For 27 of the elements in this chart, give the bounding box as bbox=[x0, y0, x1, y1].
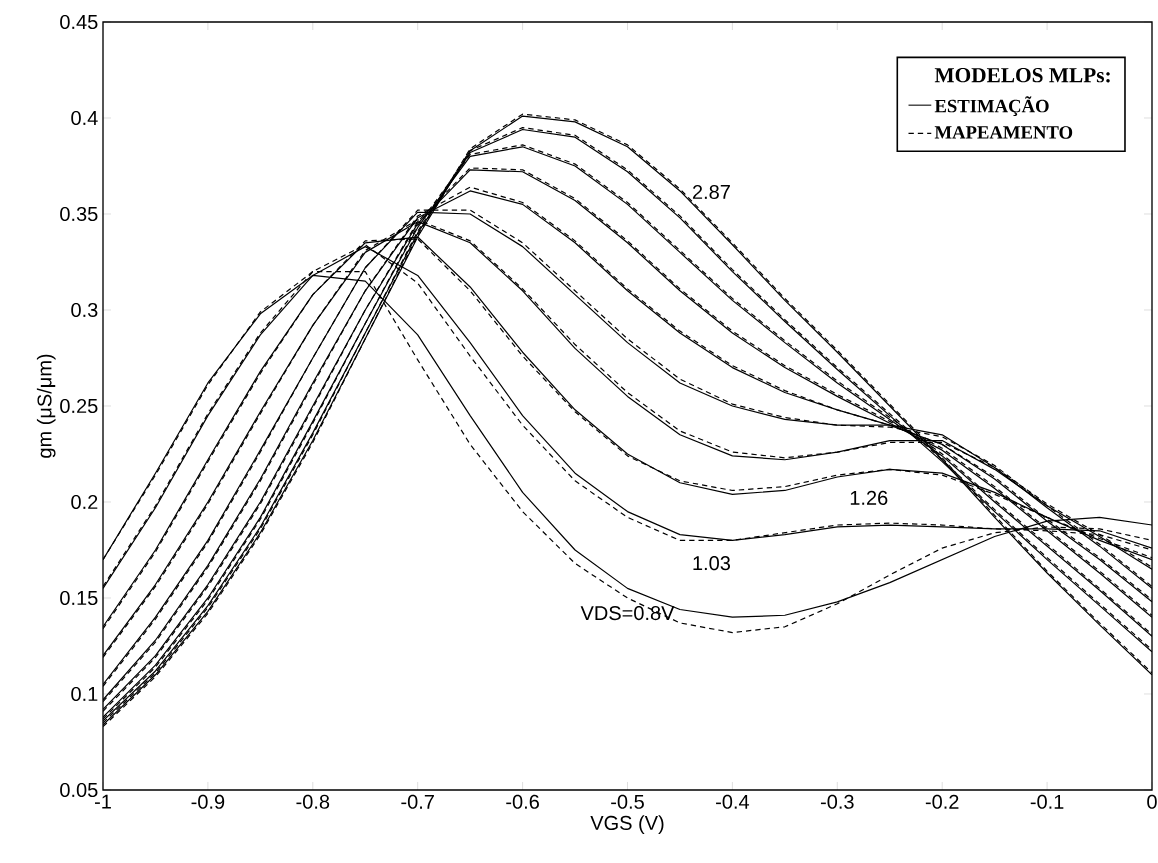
x-tick-label: -0.6 bbox=[506, 794, 539, 809]
annotation: 1.26 bbox=[850, 490, 888, 505]
y-axis-title: gm (μS/μm) bbox=[36, 354, 56, 458]
legend-label: MAPEAMENTO bbox=[934, 126, 1073, 139]
y-tick-label: 0.4 bbox=[71, 110, 98, 126]
x-axis-title: VGS (V) bbox=[590, 815, 664, 834]
annotation: VDS=0.8V bbox=[580, 605, 675, 621]
x-tick-label: -0.9 bbox=[191, 794, 225, 809]
y-tick-label: 0.15 bbox=[60, 590, 98, 606]
annotation: 1.03 bbox=[693, 556, 731, 571]
y-tick-label: 0.1 bbox=[71, 686, 98, 702]
y-tick-label: 0.2 bbox=[71, 494, 98, 510]
y-tick-label: 0.35 bbox=[60, 206, 98, 222]
x-tick-label: -0.7 bbox=[401, 794, 434, 809]
x-tick-label: -0.2 bbox=[925, 794, 959, 809]
y-tick-label: 0.45 bbox=[60, 14, 98, 30]
legend-label: ESTIMAÇÃO bbox=[934, 96, 1049, 117]
x-tick-label: -0.5 bbox=[611, 794, 644, 809]
x-tick-label: -0.4 bbox=[716, 794, 750, 809]
x-tick-label: -0.8 bbox=[296, 794, 330, 809]
y-tick-label: 0.25 bbox=[60, 398, 98, 414]
y-tick-label: 0.3 bbox=[71, 302, 98, 318]
annotation: 2.87 bbox=[692, 184, 730, 200]
x-tick-label: 0 bbox=[1147, 794, 1157, 809]
legend-title: MODELOS MLPs: bbox=[934, 68, 1110, 83]
x-tick-label: -0.1 bbox=[1030, 794, 1064, 809]
x-tick-label: -0.3 bbox=[820, 794, 854, 809]
